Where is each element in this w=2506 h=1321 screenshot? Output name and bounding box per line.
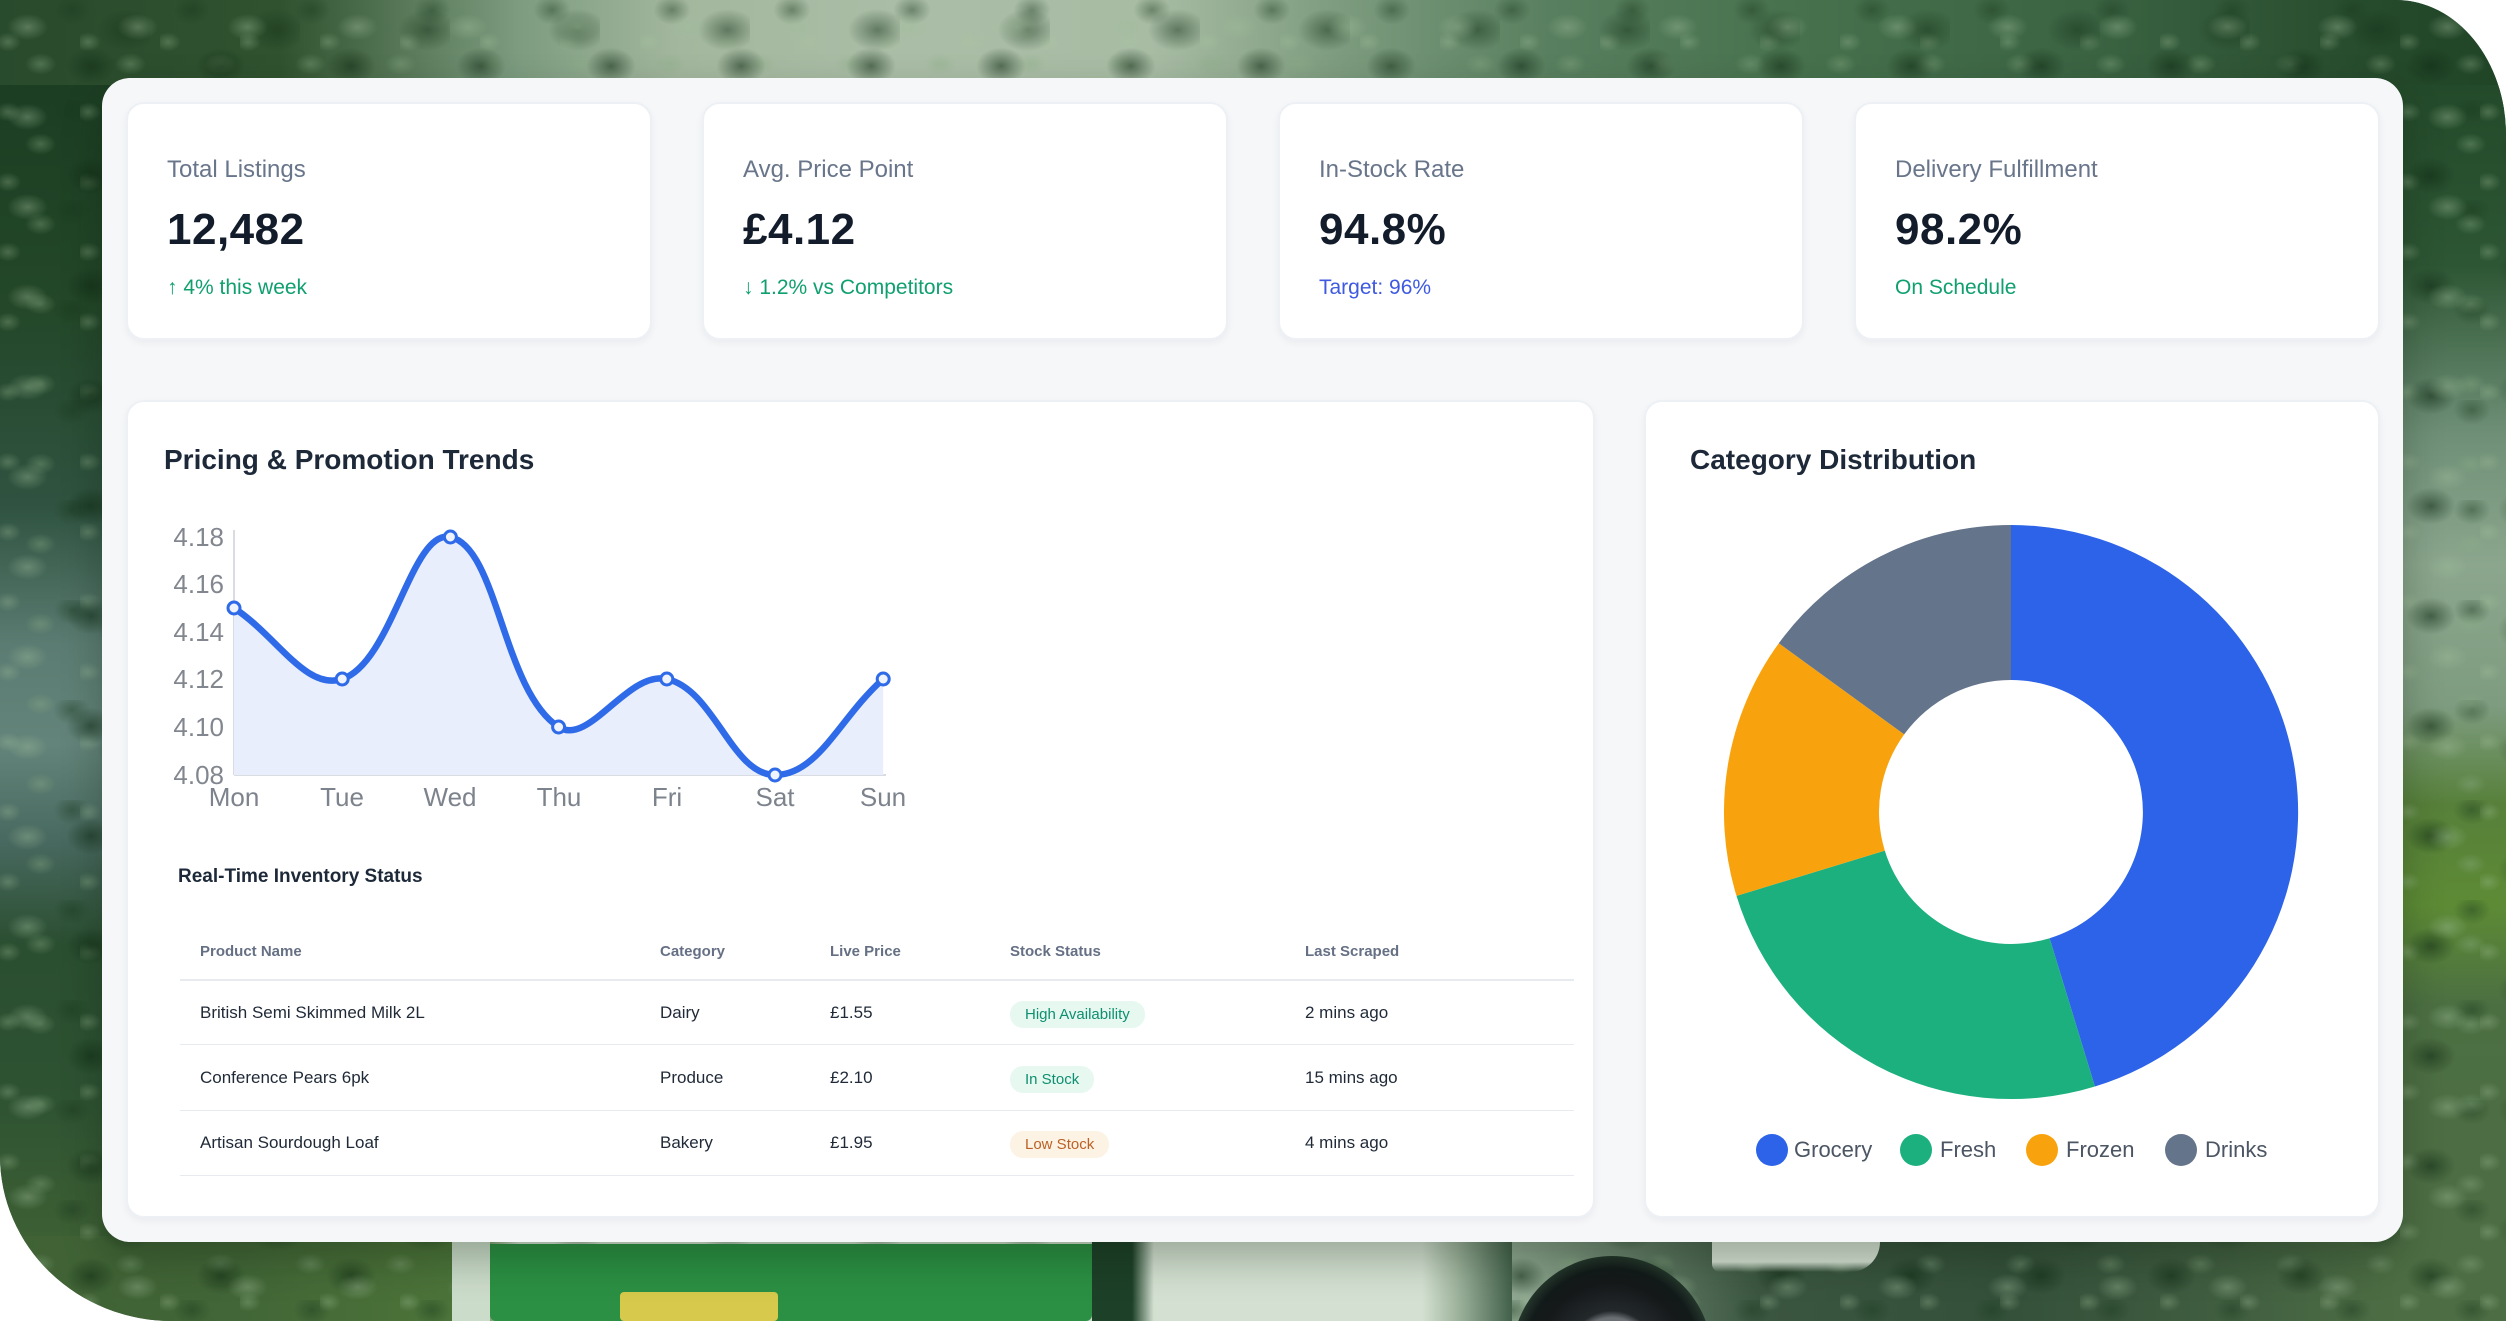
svg-text:4.14: 4.14 <box>173 617 224 647</box>
svg-text:Fri: Fri <box>652 782 682 812</box>
svg-text:Sun: Sun <box>860 782 906 812</box>
svg-text:4.10: 4.10 <box>173 712 224 742</box>
svg-text:Sat: Sat <box>755 782 795 812</box>
svg-text:4.18: 4.18 <box>173 522 224 552</box>
svg-text:Fresh: Fresh <box>1940 1137 1996 1162</box>
svg-text:4.12: 4.12 <box>173 664 224 694</box>
svg-text:Drinks: Drinks <box>2205 1137 2267 1162</box>
svg-text:4.16: 4.16 <box>173 569 224 599</box>
svg-text:Grocery: Grocery <box>1794 1137 1872 1162</box>
svg-text:Frozen: Frozen <box>2066 1137 2134 1162</box>
svg-text:Thu: Thu <box>537 782 582 812</box>
svg-text:4.08: 4.08 <box>173 760 224 790</box>
svg-text:Wed: Wed <box>424 782 477 812</box>
svg-text:Tue: Tue <box>320 782 364 812</box>
svg-text:Mon: Mon <box>209 782 260 812</box>
